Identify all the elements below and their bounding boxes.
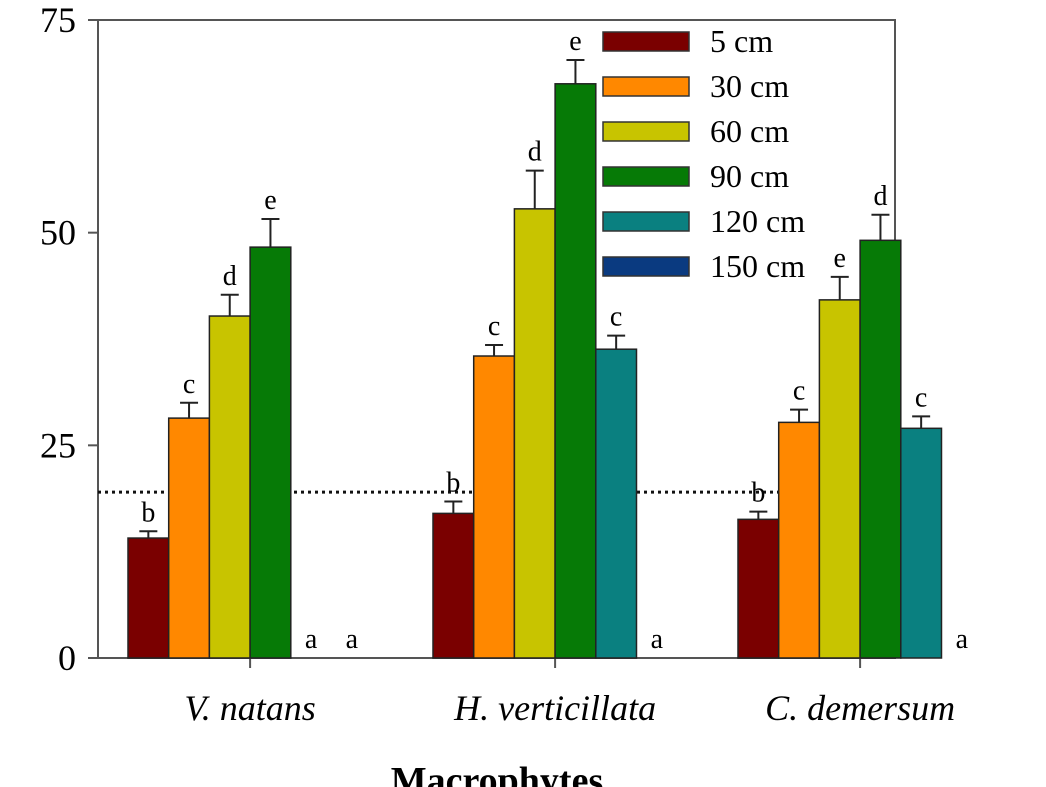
bar xyxy=(900,427,943,659)
significance-label: c xyxy=(183,369,195,400)
bar xyxy=(432,512,475,659)
significance-label: a xyxy=(651,624,664,655)
x-axis-label: Macrophytes xyxy=(391,760,604,787)
y-tick-label: 25 xyxy=(40,425,76,465)
bar xyxy=(167,417,211,659)
significance-label: a xyxy=(305,624,318,655)
significance-label: d xyxy=(528,137,542,168)
bar xyxy=(554,83,597,659)
bar xyxy=(777,421,821,659)
bar xyxy=(513,208,556,659)
legend-label: 150 cm xyxy=(710,248,805,284)
significance-label: a xyxy=(346,624,359,655)
legend-swatch xyxy=(602,31,690,52)
significance-label: d xyxy=(873,181,887,212)
bar xyxy=(249,246,292,659)
significance-label: b xyxy=(751,478,765,509)
bar xyxy=(818,299,861,659)
significance-label: d xyxy=(223,261,237,292)
legend-swatch xyxy=(602,256,690,277)
bar xyxy=(208,315,251,659)
y-tick-label: 50 xyxy=(40,213,76,253)
bar xyxy=(737,518,780,659)
category-label: C. demersum xyxy=(765,688,955,728)
bar xyxy=(127,537,170,659)
significance-label: a xyxy=(956,624,969,655)
legend-swatch xyxy=(602,211,690,232)
significance-label: c xyxy=(610,302,622,333)
legend-label: 120 cm xyxy=(710,203,805,239)
legend-label: 5 cm xyxy=(710,23,773,59)
bar xyxy=(472,355,516,659)
bar xyxy=(859,239,902,659)
legend-swatch xyxy=(602,121,690,142)
significance-label: b xyxy=(446,467,460,498)
significance-label: e xyxy=(264,185,276,216)
legend-swatch xyxy=(602,76,690,97)
significance-label: c xyxy=(488,311,500,342)
significance-label: c xyxy=(793,376,805,407)
legend-label: 30 cm xyxy=(710,68,789,104)
significance-label: e xyxy=(569,26,581,57)
significance-label: c xyxy=(915,382,927,413)
significance-label: b xyxy=(141,497,155,528)
significance-label: e xyxy=(834,243,846,274)
bar xyxy=(595,348,638,659)
legend-label: 60 cm xyxy=(710,113,789,149)
legend-swatch xyxy=(602,166,690,187)
category-label: V. natans xyxy=(184,688,315,728)
legend-label: 90 cm xyxy=(710,158,789,194)
y-tick-label: 75 xyxy=(40,0,76,40)
y-tick-label: 0 xyxy=(58,638,76,678)
category-label: H. verticillata xyxy=(453,688,656,728)
